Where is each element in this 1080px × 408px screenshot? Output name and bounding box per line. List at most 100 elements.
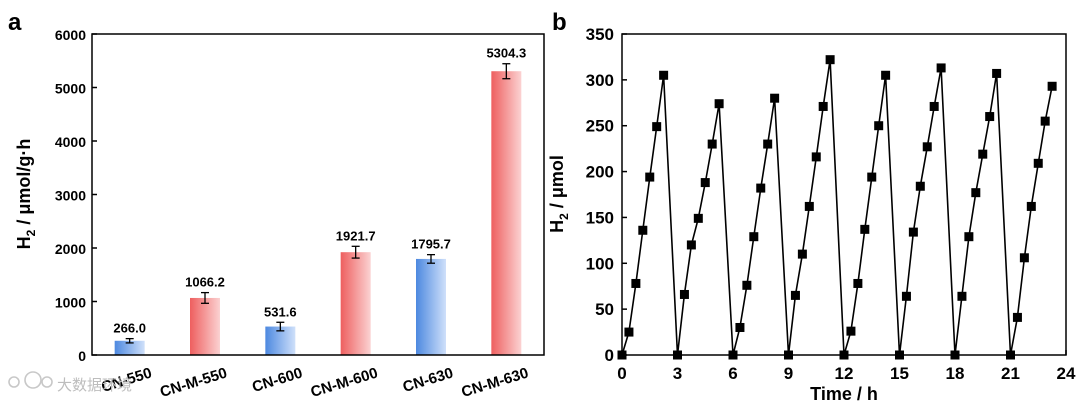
x-tick-label: 0 [617,364,626,383]
x-tick-label: 18 [946,364,965,383]
data-point [901,291,911,301]
data-point [797,249,807,259]
y-tick-label: 3000 [55,188,86,204]
data-point [825,55,835,65]
data-point [790,290,800,300]
bar [190,297,220,355]
data-label: 1921.7 [336,228,376,243]
data-label: 531.6 [264,304,297,319]
data-point [756,183,766,193]
data-point [707,139,717,149]
x-tick-label: 15 [890,364,909,383]
data-point [811,152,821,162]
panel-a-label: a [8,9,22,36]
data-point [971,188,981,198]
data-point [770,93,780,103]
data-point [735,322,745,332]
y-tick-label: 50 [595,300,614,319]
line-chart-panel: b H2 / μmol Time / h 0501001502002503003… [547,9,1076,404]
watermark-logo [8,371,53,389]
x-tick-label: 24 [1057,364,1076,383]
bar-chart-panel: a H2 / μmol/g·h 0 1000 2000 3000 4000 5000 600… [8,9,545,401]
y-tick-label: 1000 [55,295,86,311]
category-label: CN-630 [401,365,455,396]
data-point [652,122,662,132]
category-label: CN-M-600 [309,365,380,401]
data-point [624,327,634,337]
bar [340,252,371,355]
y-tick-label: 6000 [55,27,86,43]
series-line [621,59,1053,356]
category-label: CN-M-630 [459,365,530,401]
data-point [714,99,724,109]
x-tick-label: 6 [728,364,737,383]
data-point [992,68,1002,78]
y-tick-label: 350 [586,25,614,44]
data-point [638,225,648,235]
data-point [1033,158,1043,168]
data-point [929,101,939,111]
data-point [763,139,773,149]
x-tick-label: 21 [1001,364,1020,383]
data-point [922,142,932,152]
data-label: 1795.7 [411,237,451,252]
bar [114,340,145,355]
data-point [818,101,828,111]
panel-a-category-labels: CN-550 CN-M-550 CN-600 CN-M-600 CN-630 CN-M-6… [99,365,530,401]
data-point [860,224,870,234]
data-point [1047,81,1057,91]
panel-a-frame [91,33,545,356]
y-tick-label: 300 [586,71,614,90]
data-point [978,149,988,159]
data-point [686,240,696,250]
data-point [679,289,689,299]
data-point [1012,312,1022,322]
data-point [908,227,918,237]
data-label: 1066.2 [185,275,225,290]
y-tick-label: 150 [586,208,614,227]
y-tick-label: 250 [586,117,614,136]
panel-b-x-ticks: 0 3 6 9 12 15 18 21 24 [617,350,1076,383]
panel-b-frame [621,33,1067,356]
panel-a-value-labels: 266.0 1066.2 531.6 1921.7 1795.7 5304.3 [113,46,526,336]
data-point [645,172,655,182]
panel-b-series-lines [621,59,1053,356]
data-point [700,178,710,188]
y-tick-label: 0 [78,348,86,364]
data-label: 266.0 [113,321,146,336]
data-point [867,172,877,182]
panel-b-x-axis-title: Time / h [810,384,878,404]
data-label: 5304.3 [486,46,526,61]
watermark: 大数据环境 [8,371,132,394]
data-point [985,112,995,122]
panel-b-y-axis-title: H2 / μmol [547,155,571,233]
data-point [1019,253,1029,263]
watermark-text: 大数据环境 [57,376,132,394]
data-point [915,181,925,191]
data-point [742,280,752,290]
data-point [936,63,946,73]
data-point [693,213,703,223]
panel-b-y-ticks: 0 50 100 150 200 250 300 350 [586,25,627,365]
data-point [881,70,891,80]
data-point [1040,116,1050,126]
data-point [659,70,669,80]
panel-a-y-axis-title: H2 / μmol/g·h [14,139,38,250]
bar [416,258,446,355]
panel-a-error-bars [125,63,511,344]
data-point [964,232,974,242]
category-label: CN-600 [250,365,304,396]
data-point [846,326,856,336]
panel-b-label: b [552,9,567,36]
data-point [957,291,967,301]
y-tick-label: 2000 [55,241,86,257]
y-tick-label: 0 [605,346,614,365]
panel-a-y-ticks: 0 1000 2000 3000 4000 5000 6000 [55,27,97,364]
y-tick-label: 4000 [55,134,86,150]
data-point [874,121,884,131]
data-point [1026,201,1036,211]
data-point [631,278,641,288]
data-point [853,278,863,288]
x-tick-label: 12 [835,364,854,383]
x-tick-label: 3 [673,364,682,383]
